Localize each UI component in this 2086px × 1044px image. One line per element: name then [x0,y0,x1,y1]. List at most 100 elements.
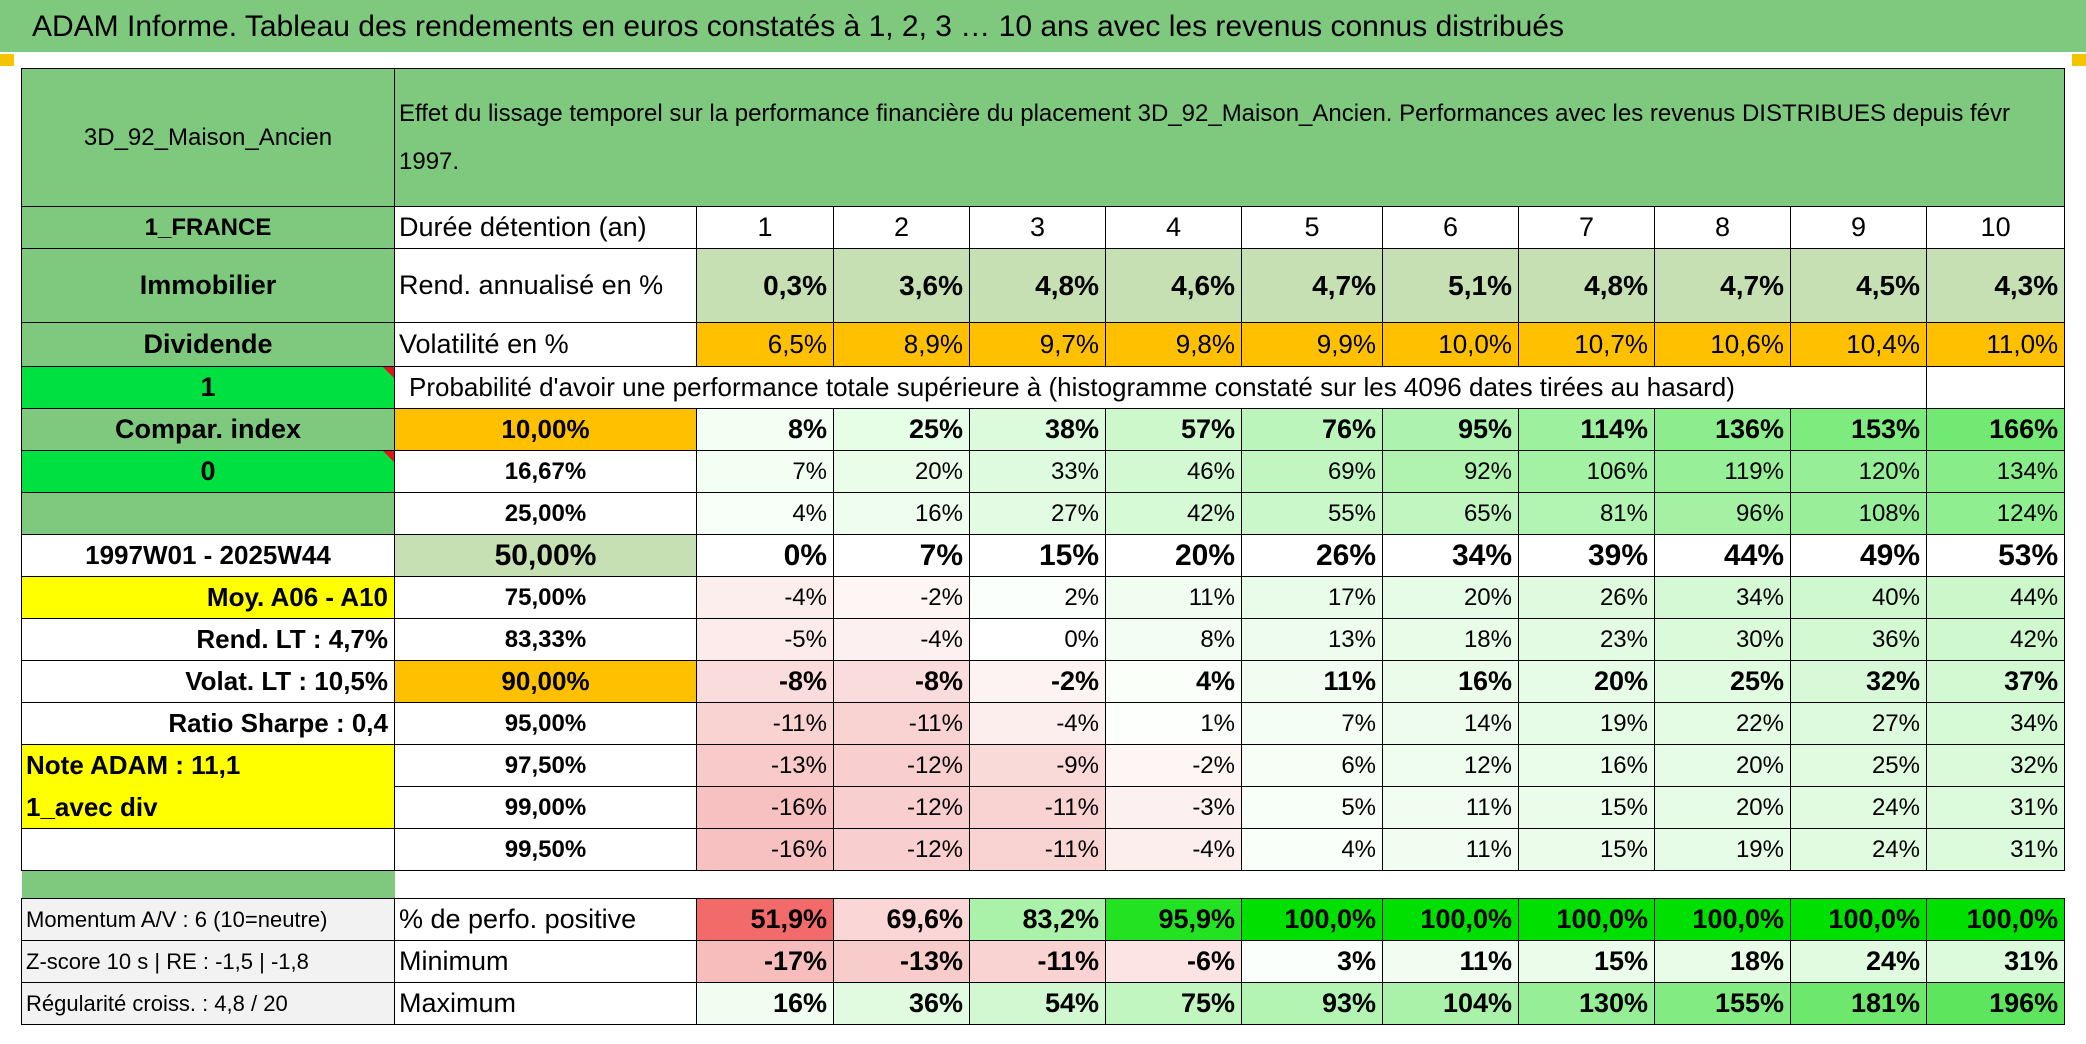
quantile-cell: -12% [833,744,970,787]
quantile-cell: -11% [833,702,970,745]
empty-green-cell [21,492,395,535]
quantile-cell: 31% [1925,786,2066,829]
spacer-green [21,870,395,899]
quantile-cell: 13% [1241,618,1383,661]
quantile-cell: 27% [1790,702,1927,745]
quantile-cell: 1% [1105,702,1242,745]
quantile-cell: 4% [1105,660,1242,703]
quantile-cell: 17% [1241,576,1383,619]
quantile-row-2: 0 16,67% 7% 20% 33% 46% 69% 92% 106% 119… [21,450,2066,493]
quantile-cell: -12% [833,786,970,829]
quantile-cell: 65% [1382,492,1519,535]
year-header: 2 [833,206,970,249]
quantile-row-9: Note ADAM : 11,1 97,50% -13% -12% -9% -2… [21,744,2066,787]
volatility-cell: 9,9% [1241,322,1383,367]
year-header: 8 [1654,206,1791,249]
quantile-cell: 20% [1518,660,1655,703]
report-title: ADAM Informe. Tableau des rendements en … [0,0,2086,54]
quantile-cell: 46% [1105,450,1242,493]
performance-table: 3D_92_Maison_Ancien Effet du lissage tem… [21,68,2066,1025]
quantile-cell: 24% [1790,828,1927,871]
quantile-cell: 5% [1241,786,1383,829]
zscore-info: Z-score 10 s | RE : -1,5 | -1,8 [21,940,395,983]
annual-return-cell: 4,8% [969,248,1106,323]
quantile-row-1: Compar. index 10,00% 8% 25% 38% 57% 76% … [21,408,2066,451]
quantile-cell: 8% [696,408,834,451]
quantile-cell: 19% [1518,702,1655,745]
quantile-cell: 32% [1790,660,1927,703]
quantile-cell: -16% [696,786,834,829]
flag-cell-1[interactable]: 1 [21,366,395,409]
quantile-cell: -4% [833,618,970,661]
quantile-cell: 23% [1518,618,1655,661]
quantile-cell: 15% [1518,828,1655,871]
minimum-label: Minimum [394,940,697,983]
quantile-label: 25,00% [394,492,697,535]
positive-perf-cell: 100,0% [1241,898,1383,941]
minimum-cell: -13% [833,940,970,983]
years-row: 1_FRANCE Durée détention (an) 1 2 3 4 5 … [21,206,2066,249]
volatility-label: Volatilité en % [394,322,697,367]
positive-perf-cell: 100,0% [1654,898,1791,941]
quantile-cell: -9% [969,744,1106,787]
quantile-cell: 4% [1241,828,1383,871]
quantile-cell: 38% [969,408,1106,451]
quantile-row-10: 1_avec div 99,00% -16% -12% -11% -3% 5% … [21,786,2066,829]
quantile-cell: 32% [1925,744,2066,787]
median-cell: 53% [1925,534,2066,577]
flag-cell-0[interactable]: 0 [21,450,395,493]
quantile-row-3: 25,00% 4% 16% 27% 42% 55% 65% 81% 96% 10… [21,492,2066,535]
asset-class-label: Immobilier [21,248,395,323]
quantile-cell: 95% [1382,408,1519,451]
quantile-label: 90,00% [394,660,697,703]
quantile-label: 99,50% [394,828,697,871]
quantile-cell: 106% [1518,450,1655,493]
minimum-cell: -17% [696,940,834,983]
quantile-cell: 25% [833,408,970,451]
quantile-cell: -2% [833,576,970,619]
quantile-cell: 136% [1654,408,1791,451]
quantile-cell: 42% [1925,618,2066,661]
quantile-cell: -8% [833,660,970,703]
year-header: 10 [1925,206,2066,249]
quantile-cell: 14% [1382,702,1519,745]
quantile-cell: 114% [1518,408,1655,451]
maximum-cell: 104% [1382,982,1519,1025]
quantile-label: 75,00% [394,576,697,619]
quantile-label: 97,50% [394,744,697,787]
quantile-cell: -12% [833,828,970,871]
year-header: 1 [696,206,834,249]
volatility-cell: 8,9% [833,322,970,367]
placement-name: 3D_92_Maison_Ancien [21,68,395,207]
quantile-label: 95,00% [394,702,697,745]
volatility-cell: 10,0% [1382,322,1519,367]
quantile-cell: 33% [969,450,1106,493]
empty-cell [1790,366,1927,409]
annual-return-cell: 4,6% [1105,248,1242,323]
quantile-cell: 19% [1654,828,1791,871]
quantile-cell: 124% [1925,492,2066,535]
quantile-cell: 0% [969,618,1106,661]
quantile-cell: 34% [1925,702,2066,745]
volatility-cell: 11,0% [1925,322,2066,367]
momentum-info: Momentum A/V : 6 (10=neutre) [21,898,395,941]
year-header: 3 [969,206,1106,249]
adam-score: Note ADAM : 11,1 [21,744,395,787]
quantile-cell: -11% [696,702,834,745]
quantile-cell: -4% [1105,828,1242,871]
quantile-cell: 44% [1925,576,2066,619]
quantile-cell: 7% [1241,702,1383,745]
left-margin [0,54,16,1044]
quantile-cell: 7% [696,450,834,493]
quantile-row-5: Moy. A06 - A10 75,00% -4% -2% 2% 11% 17%… [21,576,2066,619]
quantile-cell: 134% [1925,450,2066,493]
quantile-cell: 42% [1105,492,1242,535]
annual-return-cell: 4,5% [1790,248,1927,323]
median-cell: 20% [1105,534,1242,577]
minimum-cell: 11% [1382,940,1519,983]
probability-caption: Probabilité d'avoir une performance tota… [394,366,1791,409]
quantile-cell: 16% [1518,744,1655,787]
minimum-cell: 15% [1518,940,1655,983]
positive-perf-row: Momentum A/V : 6 (10=neutre) % de perfo.… [21,898,2066,941]
quantile-cell: 119% [1654,450,1791,493]
